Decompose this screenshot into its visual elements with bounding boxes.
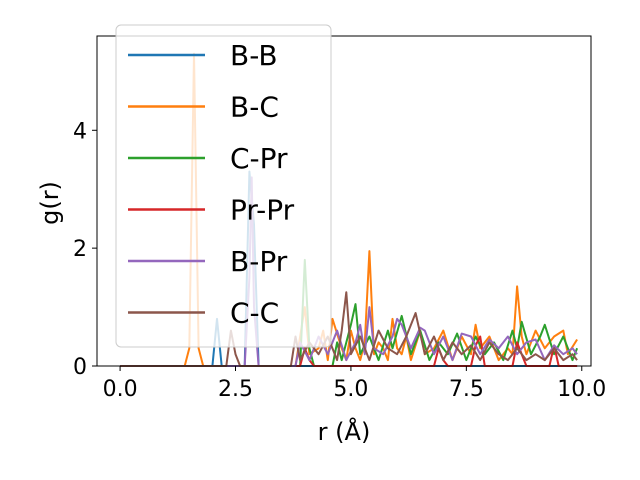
legend: B-B B-C C-Pr Pr-Pr B-Pr C-C (115, 24, 332, 348)
x-tick-label: 0.0 (103, 377, 138, 402)
legend-box (115, 24, 332, 348)
legend-label-pr-pr: Pr-Pr (230, 194, 295, 227)
legend-label-b-pr: B-Pr (230, 245, 288, 278)
x-tick-label: 5.0 (333, 377, 368, 402)
y-tick-label: 4 (73, 119, 87, 144)
x-tick-label: 2.5 (218, 377, 253, 402)
y-axis-ticks: 0 2 4 (73, 119, 97, 380)
x-tick-label: 7.5 (449, 377, 484, 402)
x-axis-ticks: 0.0 2.5 5.0 7.5 10.0 (103, 366, 606, 402)
y-tick-label: 2 (73, 237, 87, 262)
legend-label-b-b: B-B (230, 39, 278, 72)
series-line-c-pr (120, 258, 579, 367)
series-line-c-c (120, 291, 578, 367)
x-tick-label: 10.0 (557, 377, 606, 402)
legend-label-c-c: C-C (230, 297, 279, 330)
y-axis-label: g(r) (36, 181, 64, 225)
y-tick-label: 0 (73, 355, 87, 380)
plot-frame (96, 35, 592, 367)
x-axis-label: r (Å) (318, 417, 371, 446)
legend-label-b-c: B-C (230, 91, 279, 124)
legend-label-c-pr: C-Pr (230, 142, 288, 175)
